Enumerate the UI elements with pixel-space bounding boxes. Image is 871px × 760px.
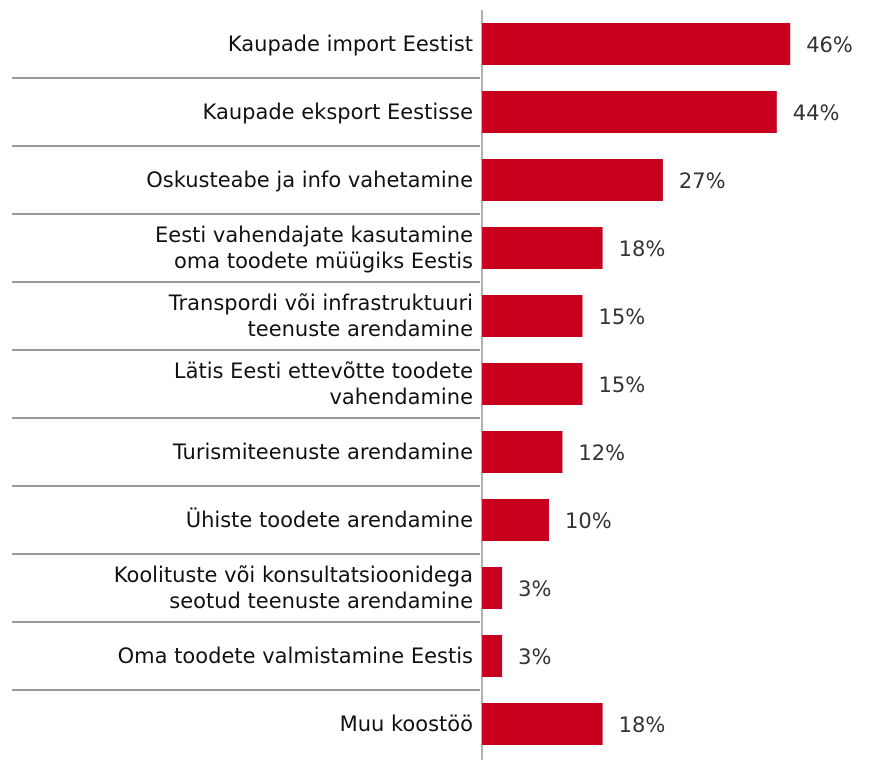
bar	[482, 295, 583, 337]
value-label: 10%	[565, 509, 612, 533]
value-label: 12%	[578, 441, 625, 465]
category-label: Oma toodete valmistamine Eestis	[117, 644, 473, 668]
bar	[482, 431, 563, 473]
category-label: Lätis Eesti ettevõtte toodete vahendamin…	[173, 359, 473, 409]
category-label: Eesti vahendajate kasutamine oma toodete…	[155, 223, 473, 273]
value-label: 15%	[599, 373, 646, 397]
value-label: 3%	[518, 645, 551, 669]
category-label: Kaupade eksport Eestisse	[202, 100, 473, 124]
bar	[482, 159, 663, 201]
category-label: Koolituste või konsultatsioonidega seotu…	[113, 563, 473, 613]
value-label: 44%	[793, 101, 840, 125]
value-label: 18%	[619, 237, 666, 261]
bar	[482, 227, 603, 269]
category-label: Oskusteabe ja info vahetamine	[146, 168, 473, 192]
category-label: Ühiste toodete arendamine	[185, 508, 473, 532]
category-label: Kaupade import Eestist	[227, 32, 473, 56]
bar	[482, 91, 777, 133]
bar	[482, 567, 503, 609]
value-label: 27%	[679, 169, 726, 193]
value-label: 3%	[518, 577, 551, 601]
bar	[482, 363, 583, 405]
bar	[482, 703, 603, 745]
category-label: Muu koostöö	[339, 712, 473, 736]
value-label: 46%	[806, 33, 853, 57]
bar	[482, 23, 791, 65]
bar	[482, 499, 549, 541]
bar	[482, 635, 503, 677]
value-label: 18%	[619, 713, 666, 737]
value-label: 15%	[599, 305, 646, 329]
category-label: Turismiteenuste arendamine	[172, 440, 473, 464]
category-label: Transpordi või infrastruktuuri teenuste …	[168, 291, 473, 341]
